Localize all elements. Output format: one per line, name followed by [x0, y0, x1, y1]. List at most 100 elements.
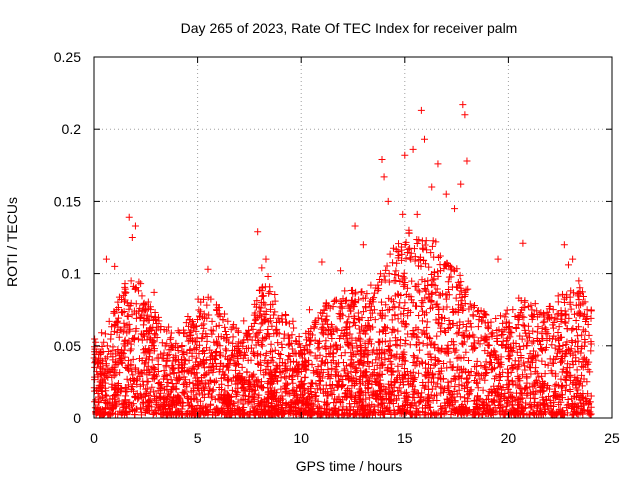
data-point [538, 357, 546, 365]
data-point [264, 272, 272, 280]
data-point [409, 368, 417, 376]
data-point [469, 331, 477, 339]
data-point [252, 341, 260, 349]
data-point [150, 288, 158, 296]
data-point [137, 280, 145, 288]
data-point [222, 345, 230, 353]
data-point [451, 205, 459, 213]
data-point [238, 363, 246, 371]
data-point [234, 328, 242, 336]
data-point [444, 378, 452, 386]
data-point [166, 335, 174, 343]
data-point [409, 358, 417, 366]
data-point [361, 410, 369, 418]
data-point [207, 326, 215, 334]
data-point [130, 307, 138, 315]
data-point [534, 337, 542, 345]
data-point [268, 375, 276, 383]
data-point [569, 361, 577, 369]
data-point [146, 399, 154, 407]
data-point [139, 398, 147, 406]
data-point [422, 287, 430, 295]
data-point [286, 352, 294, 360]
data-point [217, 374, 225, 382]
data-point [518, 335, 526, 343]
data-point [95, 399, 103, 407]
data-point [93, 358, 101, 366]
data-point [268, 387, 276, 395]
data-point [339, 376, 347, 384]
data-point [162, 361, 170, 369]
data-point [97, 406, 105, 414]
data-point [150, 330, 158, 338]
data-point [399, 210, 407, 218]
data-point [394, 272, 402, 280]
data-point [574, 347, 582, 355]
data-point [339, 396, 347, 404]
data-point [240, 409, 248, 417]
data-point [477, 361, 485, 369]
data-point [565, 314, 573, 322]
data-point [249, 325, 257, 333]
data-point [452, 283, 460, 291]
data-point [343, 335, 351, 343]
data-point [329, 303, 337, 311]
data-point [511, 312, 519, 320]
data-point [307, 349, 315, 357]
data-point [531, 395, 539, 403]
x-tick-label: 15 [397, 430, 413, 446]
data-point [376, 376, 384, 384]
data-point [464, 383, 472, 391]
data-point [275, 349, 283, 357]
data-point [243, 331, 251, 339]
data-point [203, 332, 211, 340]
data-point [400, 274, 408, 282]
data-point [496, 382, 504, 390]
data-point [322, 353, 330, 361]
data-point [359, 401, 367, 409]
data-point [366, 394, 374, 402]
data-point [174, 396, 182, 404]
data-point [539, 379, 547, 387]
data-point [520, 342, 528, 350]
data-point [361, 381, 369, 389]
data-point [113, 400, 121, 408]
data-point [149, 371, 157, 379]
data-point [394, 387, 402, 395]
data-point [390, 406, 398, 414]
data-point [320, 325, 328, 333]
data-point [451, 376, 459, 384]
data-point [125, 305, 133, 313]
data-point [459, 321, 467, 329]
data-point [369, 387, 377, 395]
data-point [114, 410, 122, 418]
data-point [230, 346, 238, 354]
data-point [129, 377, 137, 385]
data-point [309, 379, 317, 387]
data-point [503, 402, 511, 410]
data-point [389, 399, 397, 407]
data-point [367, 325, 375, 333]
data-point [495, 326, 503, 334]
data-point [282, 318, 290, 326]
data-point [408, 374, 416, 382]
data-point [264, 330, 272, 338]
data-point [564, 401, 572, 409]
data-point [530, 337, 538, 345]
data-point [575, 277, 583, 285]
data-point [382, 266, 390, 274]
data-point [418, 276, 426, 284]
data-point [485, 408, 493, 416]
data-point [460, 382, 468, 390]
data-point [519, 321, 527, 329]
data-point [285, 340, 293, 348]
data-point [549, 306, 557, 314]
data-point [245, 326, 253, 334]
data-point [119, 349, 127, 357]
data-point [365, 403, 373, 411]
data-point [259, 283, 267, 291]
data-point [347, 368, 355, 376]
data-point [475, 316, 483, 324]
data-point [142, 406, 150, 414]
data-point [564, 409, 572, 417]
